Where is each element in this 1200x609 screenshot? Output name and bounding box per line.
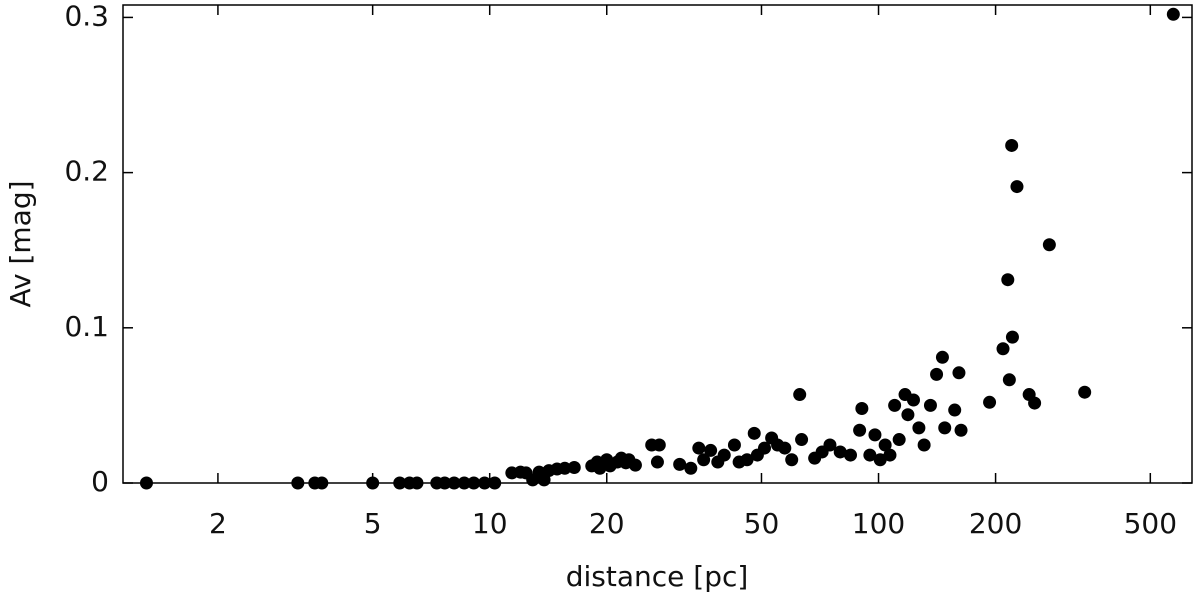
- point: [1042, 238, 1056, 252]
- point: [912, 421, 926, 435]
- point: [757, 441, 771, 455]
- point: [793, 388, 807, 402]
- point: [717, 448, 731, 462]
- point: [883, 448, 897, 462]
- point: [853, 423, 867, 437]
- y-tick-label: 0.3: [64, 0, 109, 32]
- point: [457, 476, 471, 490]
- point: [315, 476, 329, 490]
- point: [291, 476, 305, 490]
- point: [1078, 385, 1092, 399]
- point: [727, 438, 741, 452]
- x-tick-label: 200: [969, 507, 1022, 540]
- x-tick-label: 2: [209, 507, 227, 540]
- point: [740, 453, 754, 467]
- point: [410, 476, 424, 490]
- x-tick-label: 20: [589, 507, 625, 540]
- point: [393, 476, 407, 490]
- point: [888, 398, 902, 412]
- y-tick-label: 0: [91, 465, 109, 498]
- point: [488, 476, 502, 490]
- point: [697, 453, 711, 467]
- x-axis-label: distance [pc]: [566, 560, 749, 593]
- point: [478, 476, 492, 490]
- point: [558, 461, 572, 475]
- point: [878, 438, 892, 452]
- point: [1001, 273, 1015, 287]
- x-tick-label: 10: [472, 507, 508, 540]
- point: [704, 443, 718, 457]
- point: [954, 423, 968, 437]
- point: [873, 453, 887, 467]
- point: [673, 457, 687, 471]
- point: [843, 448, 857, 462]
- point: [868, 428, 882, 442]
- point: [1028, 396, 1042, 410]
- point: [923, 398, 937, 412]
- point: [567, 460, 581, 474]
- point: [447, 476, 461, 490]
- point: [778, 441, 792, 455]
- point: [1005, 138, 1019, 152]
- point: [684, 461, 698, 475]
- y-axis-label: Av [mag]: [4, 180, 37, 307]
- point: [855, 402, 869, 416]
- point: [1005, 330, 1019, 344]
- point: [952, 366, 966, 380]
- y-tick-label: 0.1: [64, 310, 109, 343]
- point: [833, 445, 847, 459]
- point: [467, 476, 481, 490]
- point: [785, 453, 799, 467]
- x-tick-label: 100: [852, 507, 905, 540]
- point: [906, 393, 920, 407]
- point: [983, 395, 997, 409]
- point: [901, 408, 915, 422]
- point: [1002, 373, 1016, 387]
- point: [823, 438, 837, 452]
- point: [795, 433, 809, 447]
- point: [692, 441, 706, 455]
- point: [863, 448, 877, 462]
- point: [996, 342, 1010, 356]
- point: [366, 476, 380, 490]
- point: [930, 367, 944, 381]
- point: [1010, 180, 1024, 194]
- point: [1166, 7, 1180, 21]
- point: [948, 403, 962, 417]
- point: [917, 438, 931, 452]
- x-tick-label: 5: [364, 507, 382, 540]
- point: [139, 476, 153, 490]
- point: [935, 350, 949, 364]
- point: [747, 426, 761, 440]
- point: [650, 455, 664, 469]
- point: [652, 438, 666, 452]
- point: [438, 476, 452, 490]
- point: [628, 458, 642, 472]
- x-tick-label: 50: [744, 507, 780, 540]
- point: [892, 433, 906, 447]
- plot-frame: [122, 4, 1193, 484]
- y-tick-label: 0.2: [64, 155, 109, 188]
- point: [938, 421, 952, 435]
- x-tick-label: 500: [1124, 507, 1177, 540]
